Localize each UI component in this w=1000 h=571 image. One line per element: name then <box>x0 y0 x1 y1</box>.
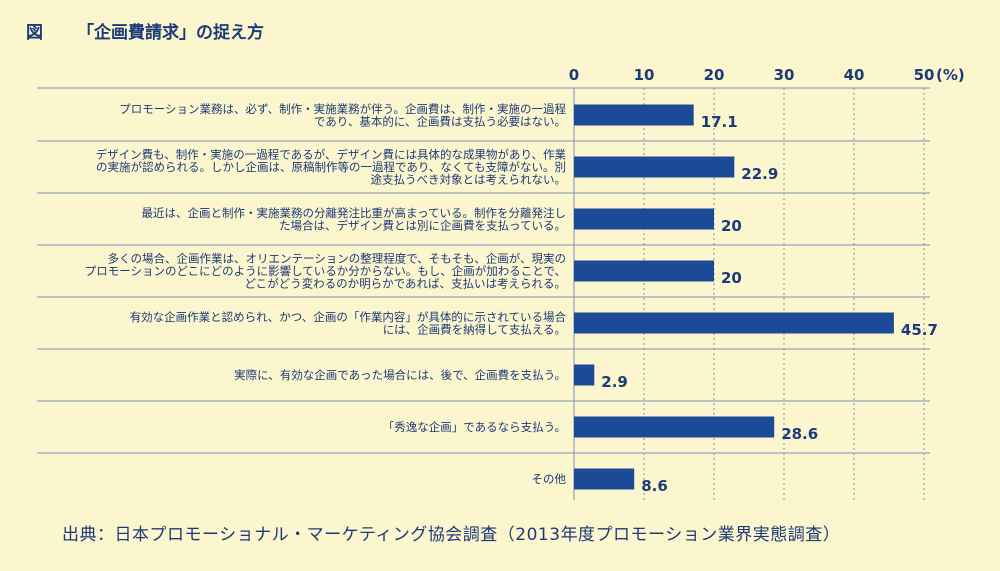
bar <box>574 260 714 282</box>
category-label: 有効な企画作業と認められ、かつ、企画の「作業内容」が具体的に示されている場合には… <box>130 310 567 337</box>
category-label: プロモーション業務は、必ず、制作・実施業務が伴う。企画費は、制作・実施の一過程で… <box>119 102 566 129</box>
tick-label: 10 <box>634 66 655 84</box>
category-label: 実際に、有効な企画であった場合には、後で、企画費を支払う。 <box>234 368 566 382</box>
tick-label: 0 <box>569 66 579 84</box>
value-label: 20 <box>721 269 742 287</box>
bar <box>574 312 894 334</box>
bar <box>574 364 595 386</box>
category-label: デザイン費も、制作・実施の一過程であるが、デザイン費には具体的な成果物があり、作… <box>96 148 567 187</box>
source-note: 出典：日本プロモーショナル・マーケティング協会調査（2013年度プロモーション業… <box>62 525 841 545</box>
category-label: 「秀逸な企画」であるなら支払う。 <box>383 420 566 434</box>
value-label: 2.9 <box>601 373 628 391</box>
axis-unit-label: (%) <box>936 66 965 84</box>
title-text: 「企画費請求」の捉え方 <box>77 23 264 43</box>
category-label: 多くの場合、企画作業は、オリエンテーションの整理程度で、そもそも、企画が、現実の… <box>85 252 566 291</box>
value-label: 45.7 <box>901 321 938 339</box>
bar <box>574 104 694 126</box>
bar <box>574 468 635 490</box>
value-label: 22.9 <box>741 165 778 183</box>
value-label: 8.6 <box>641 477 668 495</box>
bar <box>574 416 775 438</box>
bar <box>574 208 714 230</box>
category-label: 最近は、企画と制作・実施業務の分離発注比重が高まっている。制作を分離発注した場合… <box>142 206 566 233</box>
category-label: その他 <box>532 472 567 486</box>
chart-title: 図 「企画費請求」の捉え方 <box>26 18 264 43</box>
tick-label: 20 <box>704 66 725 84</box>
figure-label: 図 <box>26 23 43 43</box>
value-label: 20 <box>721 217 742 235</box>
tick-label: 30 <box>774 66 795 84</box>
tick-label: 40 <box>844 66 865 84</box>
bar <box>574 156 735 178</box>
value-label: 28.6 <box>781 425 818 443</box>
value-label: 17.1 <box>701 113 738 131</box>
tick-label: 50 <box>914 66 935 84</box>
